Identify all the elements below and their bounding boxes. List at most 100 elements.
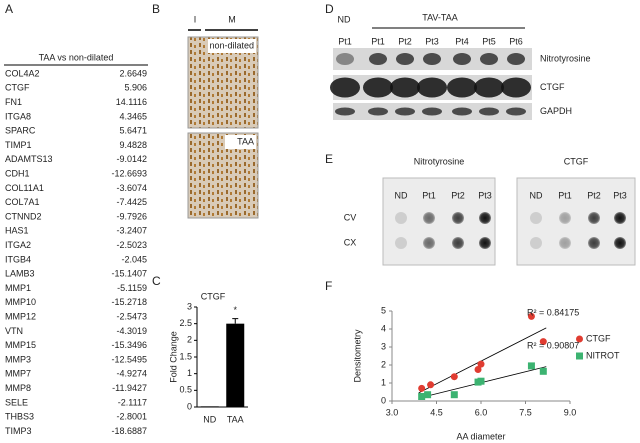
- gene-name: COL7A1: [5, 197, 40, 207]
- y-tick-label: 0: [381, 395, 386, 405]
- y-tick-label: 0: [187, 401, 192, 411]
- y-tick-label: 5: [381, 305, 386, 315]
- fold-value: -11.9427: [112, 383, 147, 393]
- point: [418, 384, 426, 392]
- legend-marker: [576, 352, 583, 360]
- lane-label: Pt1: [371, 36, 385, 46]
- fold-value: -15.3496: [111, 340, 147, 350]
- table-header: TAA vs non-dilated: [39, 52, 114, 62]
- gene-name: CTNND2: [5, 211, 42, 221]
- y-tick-label: 2.5: [179, 318, 192, 328]
- lane-label: Pt2: [398, 36, 412, 46]
- gene-name: ITGA2: [5, 240, 31, 250]
- blot-band: [395, 107, 415, 116]
- row-label: CTGF: [540, 82, 565, 92]
- row-label: GAPDH: [540, 106, 572, 116]
- dot: [530, 237, 542, 249]
- gene-name: TIMP1: [5, 140, 32, 150]
- panel-label: B: [152, 2, 160, 16]
- fold-value: -9.7926: [116, 211, 147, 221]
- fold-value: -4.3019: [116, 326, 147, 336]
- gene-name: MMP15: [5, 340, 36, 350]
- image-label: TAA: [237, 136, 254, 146]
- x-tick-label: ND: [203, 414, 216, 424]
- dot: [588, 212, 600, 224]
- y-tick-label: 2: [187, 335, 192, 345]
- dot: [530, 212, 542, 224]
- column-label: Pt1: [422, 190, 436, 200]
- column-label: ND: [530, 190, 543, 200]
- image-label-box: [225, 135, 256, 149]
- fold-value: 5.906: [124, 83, 147, 93]
- panel-label: D: [325, 2, 334, 16]
- blot-band: [423, 53, 441, 65]
- panel-label: E: [325, 152, 333, 166]
- gene-name: VTN: [5, 326, 23, 336]
- group-label: TAV-TAA: [422, 12, 458, 22]
- dot: [559, 237, 571, 249]
- gene-name: MMP12: [5, 311, 36, 321]
- gene-name: MMP10: [5, 297, 36, 307]
- gene-name: THBS3: [5, 412, 34, 422]
- image-label-box: [208, 39, 256, 53]
- r-squared: R² = 0.84175: [527, 307, 579, 317]
- panel-label: C: [152, 274, 161, 288]
- dot: [614, 212, 626, 224]
- blot-band: [479, 107, 499, 116]
- gene-name: HAS1: [5, 226, 29, 236]
- blot-band: [447, 77, 477, 98]
- column-label: Pt1: [558, 190, 572, 200]
- point: [527, 312, 535, 320]
- point: [477, 360, 485, 368]
- dot: [479, 237, 491, 249]
- blot-band: [474, 77, 504, 98]
- point: [418, 393, 426, 400]
- fold-value: 9.4828: [119, 140, 147, 150]
- dot: [479, 212, 491, 224]
- x-tick-label: 3.0: [386, 407, 399, 417]
- fold-value: -2.1117: [118, 397, 147, 407]
- blot-band: [336, 53, 354, 65]
- dot: [559, 212, 571, 224]
- group-label: CTGF: [564, 156, 589, 166]
- blot-band: [363, 77, 393, 98]
- trendline: [418, 327, 547, 394]
- y-tick-label: 1: [187, 368, 192, 378]
- group-label: ND: [338, 14, 351, 24]
- lane-label: Pt4: [455, 36, 469, 46]
- lane-label: Pt3: [425, 36, 439, 46]
- blot-band: [396, 53, 414, 65]
- fold-value: -18.6887: [111, 426, 147, 436]
- x-tick-label: 7.5: [519, 407, 532, 417]
- y-axis-label: Densitometry: [352, 329, 362, 383]
- fold-value: 5.6471: [119, 126, 147, 136]
- y-tick-label: 2: [381, 359, 386, 369]
- gene-name: COL11A1: [5, 183, 44, 193]
- row-label: CX: [344, 237, 357, 247]
- y-tick-label: 0.5: [179, 385, 192, 395]
- blot-band: [368, 107, 388, 116]
- dot: [395, 237, 407, 249]
- x-axis-label: AA diameter: [456, 431, 505, 441]
- gene-name: ITGA8: [5, 111, 31, 121]
- point: [527, 362, 535, 370]
- fold-value: -2.045: [121, 254, 147, 264]
- dot: [588, 237, 600, 249]
- group-label: Nitrotyrosine: [414, 156, 465, 166]
- row-label: Nitrotyrosine: [540, 53, 591, 63]
- point: [477, 377, 485, 385]
- x-tick-label: 6.0: [475, 407, 488, 417]
- blot-band: [369, 53, 387, 65]
- panel-label: F: [325, 279, 332, 293]
- column-label: Pt3: [613, 190, 627, 200]
- fold-value: -2.5023: [116, 240, 147, 250]
- y-tick-label: 1.5: [179, 351, 192, 361]
- r-squared: R² = 0.90807: [527, 340, 579, 350]
- blot-band: [330, 77, 360, 98]
- fold-value: -12.6693: [111, 168, 147, 178]
- lane-label: Pt6: [509, 36, 523, 46]
- legend-label: CTGF: [586, 333, 611, 343]
- y-tick-label: 1: [381, 377, 386, 387]
- y-tick-label: 3: [187, 301, 192, 311]
